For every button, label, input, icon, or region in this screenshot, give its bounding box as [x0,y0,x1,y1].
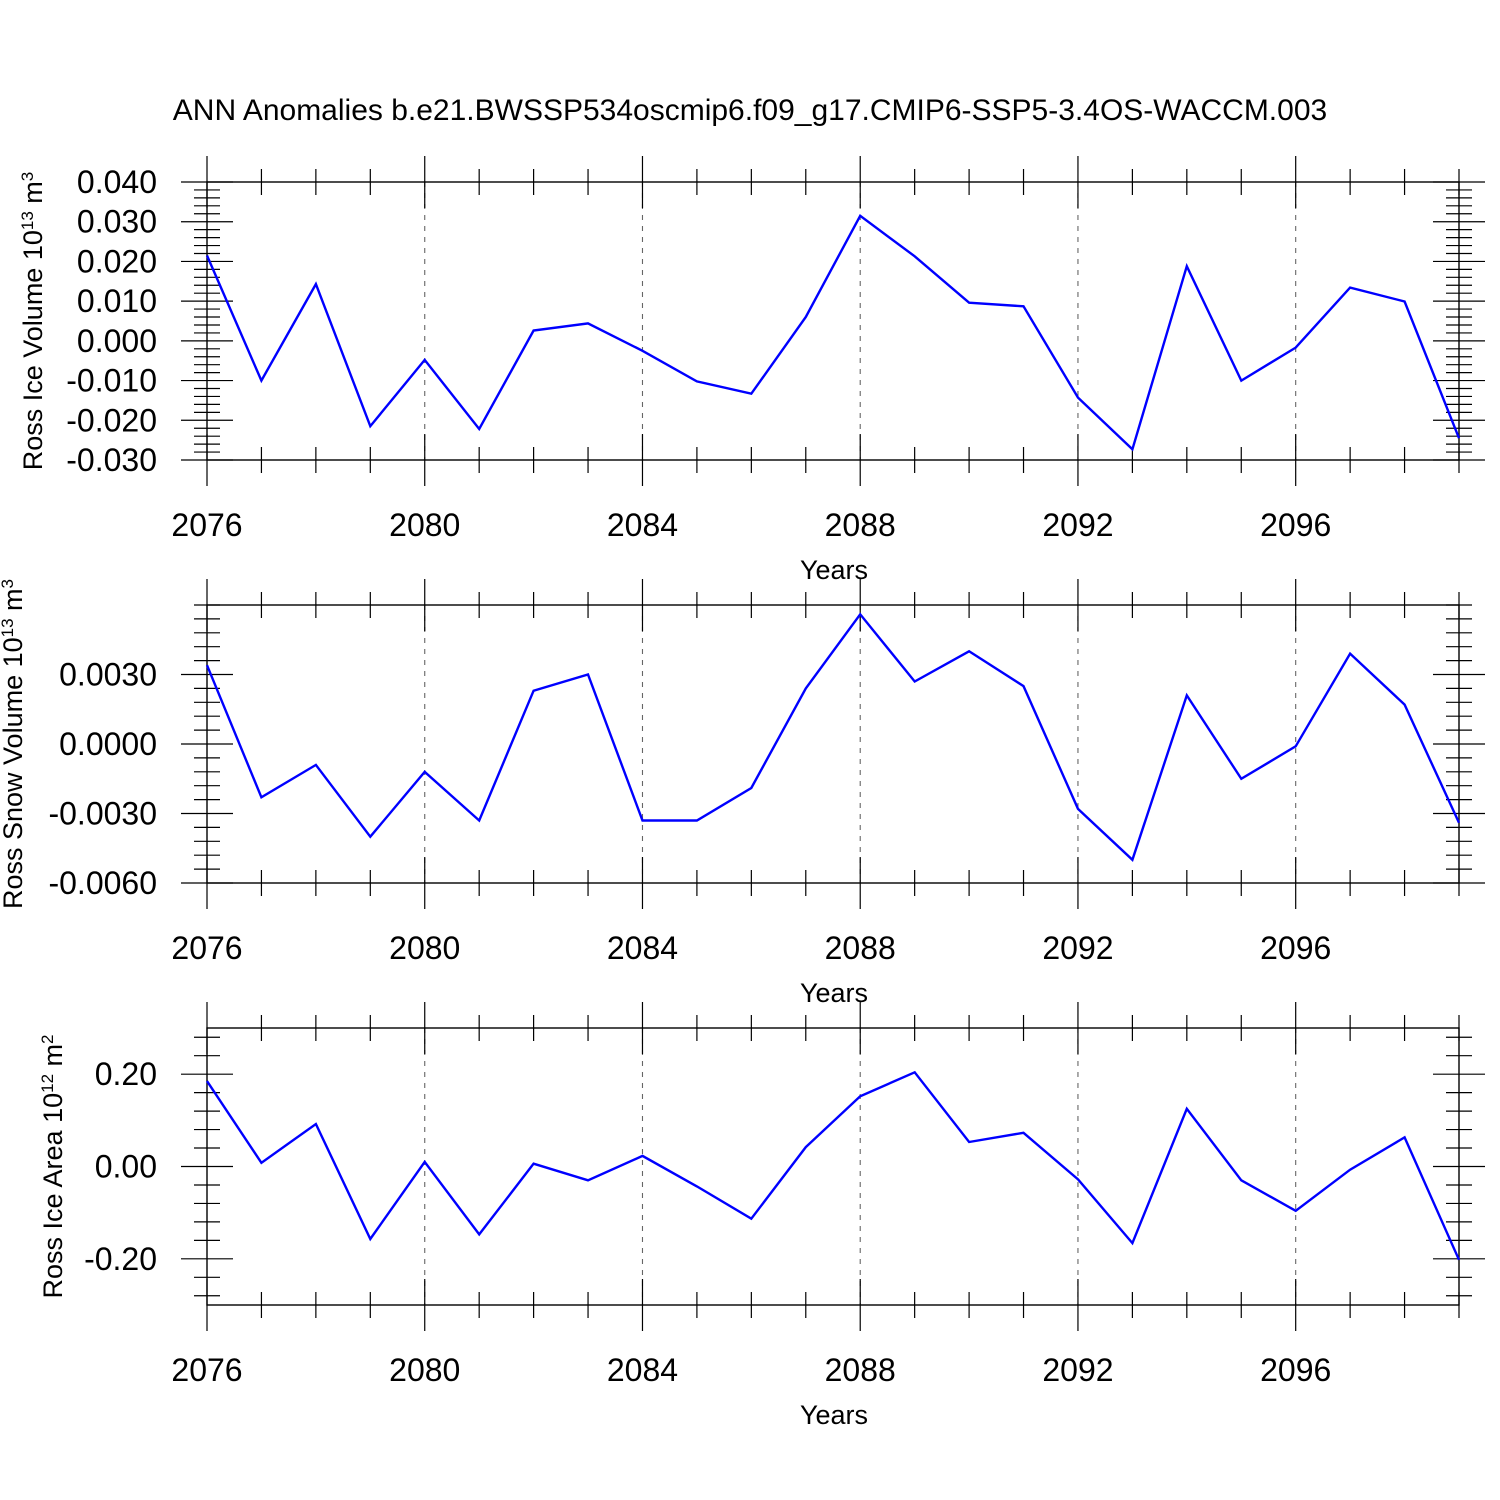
y-tick-label: -0.0030 [48,796,157,832]
x-tick-label: 2076 [171,930,242,966]
y-axis-label-text: Ross Snow Volume 10 [0,637,28,909]
x-tick-label: 2076 [171,507,242,543]
series-line [206,1070,1461,1261]
x-tick-label: 2080 [389,507,460,543]
x-tick-label: 2076 [171,1352,242,1388]
x-tick-label: 2096 [1260,1352,1331,1388]
y-tick-label: 0.0000 [59,726,157,762]
y-tick-label: 0.010 [77,283,157,319]
y-axis-label-exponent: 3 [18,172,37,181]
y-tick-label: 0.000 [77,323,157,359]
x-tick-label: 2088 [825,930,896,966]
panels: 2076 2080 2084 2088 2092 2096-0.030-0.020-0.0… [0,156,1485,1430]
y-tick-label: -0.0060 [48,865,157,901]
series-line [205,214,1461,452]
x-tick-label: 2080 [389,1352,460,1388]
y-tick-label: -0.010 [66,363,157,399]
x-axis-label: Years [800,978,868,1008]
y-tick-label: -0.20 [84,1241,157,1277]
y-axis-label: Ross Ice Volume 1013 m3 [18,172,49,471]
y-axis-label-text: m [38,1044,68,1074]
y-tick-label: 0.040 [77,164,157,200]
x-axis-label: Years [800,1400,868,1430]
x-tick-label: 2092 [1042,507,1113,543]
x-axis-label: Years [800,555,868,585]
x-tick-label: 2084 [607,1352,678,1388]
y-axis-label: Ross Snow Volume 1013 m3 [0,579,28,909]
x-tick-label: 2080 [389,930,460,966]
x-tick-label: 2092 [1042,1352,1113,1388]
y-tick-label: -0.020 [66,402,157,438]
y-axis-label-exponent: 3 [0,579,17,588]
y-axis-label-text: Ross Ice Volume 10 [18,230,48,470]
x-tick-label: 2096 [1260,930,1331,966]
y-axis-label-exponent: 12 [38,1074,57,1093]
x-tick-label: 2084 [607,930,678,966]
y-axis-label-exponent: 2 [38,1034,57,1043]
y-tick-label: 0.0030 [59,657,157,693]
x-tick-label: 2088 [825,507,896,543]
panel-1: 2076 2080 2084 2088 2092 2096 -0.030 -0.020-0.0… [18,156,1485,585]
series-line [205,612,1461,862]
y-tick-label: 0.00 [95,1149,157,1185]
x-tick-label: 2096 [1260,507,1331,543]
y-tick-label: -0.030 [66,442,157,478]
plot-frame [206,181,1460,461]
x-tick-label: 2092 [1042,930,1113,966]
y-axis-label-text: Ross Ice Area 10 [38,1093,68,1299]
y-tick-label: 0.030 [77,204,157,240]
y-axis-label-exponent: 13 [18,211,37,230]
y-axis-label-exponent: 13 [0,618,17,637]
y-tick-label: 0.020 [77,243,157,279]
x-tick-label: 2088 [825,1352,896,1388]
chart-title: ANN Anomalies b.e21.BWSSP534oscmip6.f09_… [173,94,1327,127]
y-tick-label: 0.20 [95,1056,157,1092]
y-axis-label: Ross Ice Area 1012 m2 [38,1034,69,1298]
y-axis-label-text: m [18,181,48,211]
y-axis-label-text: m [0,588,28,618]
panel-3: 2076 2080 2084 2088 2092 2096 -0.20 0.00 0.20 Yea… [38,1002,1485,1430]
x-tick-label: 2084 [607,507,678,543]
panel-2: 2076 2080 2084 2088 2092 2096 -0.0060 -0.0030 0.… [0,579,1485,1008]
